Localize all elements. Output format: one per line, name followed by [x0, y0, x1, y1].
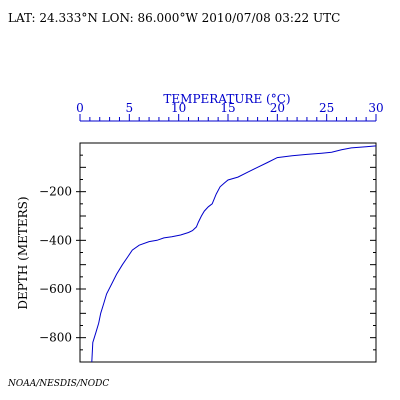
x-tick-label: 5	[126, 101, 134, 115]
x-axis	[79, 114, 377, 122]
x-axis-label: TEMPERATURE (°C)	[163, 92, 290, 106]
y-tick-label: −200	[39, 185, 72, 199]
data-credit: NOAA/NESDIS/NODC	[7, 379, 109, 389]
plot-frame	[79, 142, 377, 363]
y-tick-label: −800	[39, 331, 72, 345]
x-tick-label: 10	[171, 101, 186, 115]
x-tick-label: 15	[220, 101, 235, 115]
y-tick-label: −600	[39, 282, 72, 296]
y-axis	[76, 142, 376, 363]
x-tick-labels: 0 5 10 15 20 25 30	[76, 101, 383, 115]
temperature-profile-line	[91, 145, 377, 363]
station-header: LAT: 24.333°N LON: 86.000°W 2010/07/08 0…	[8, 11, 340, 25]
x-tick-label: 20	[270, 101, 285, 115]
y-axis-label: DEPTH (METERS)	[16, 196, 30, 309]
y-tick-labels: −200 −400 −600 −800	[39, 185, 72, 345]
x-tick-label: 25	[319, 101, 334, 115]
x-tick-label: 0	[76, 101, 84, 115]
x-tick-label: 30	[368, 101, 383, 115]
y-tick-label: −400	[39, 233, 72, 247]
